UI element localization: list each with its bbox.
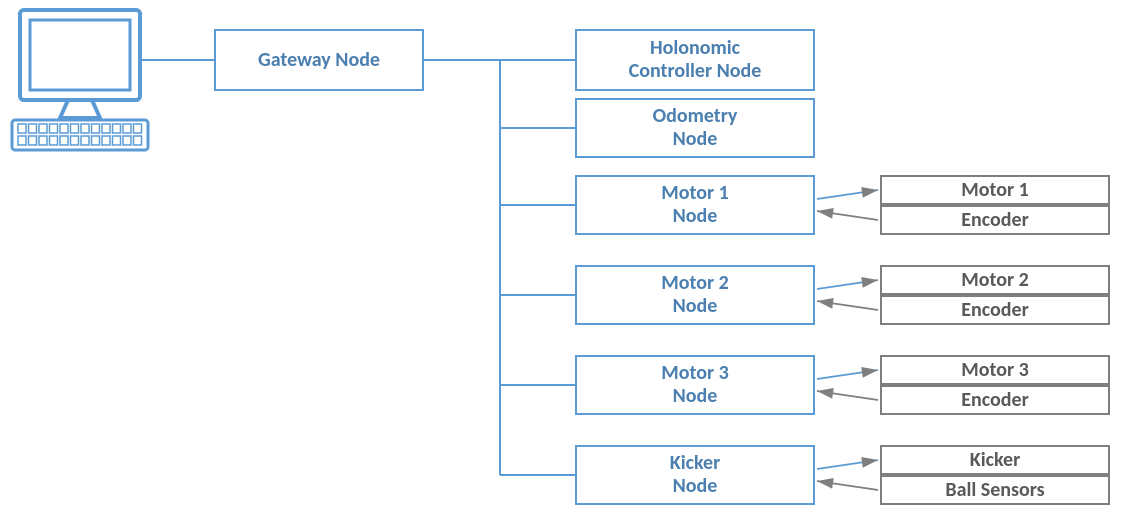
hw-1-top: Motor 2 — [880, 265, 1110, 295]
kicker-node: KickerNode — [575, 445, 815, 505]
hw-3-bottom: Ball Sensors — [880, 475, 1110, 505]
hw-2-top: Motor 3 — [880, 355, 1110, 385]
hw-0-bottom: Encoder — [880, 205, 1110, 235]
motor1-node: Motor 1Node — [575, 175, 815, 235]
hw-3-top: Kicker — [880, 445, 1110, 475]
holonomic-node: HolonomicController Node — [575, 29, 815, 91]
computer-icon — [12, 10, 148, 150]
hw-2-bottom: Encoder — [880, 385, 1110, 415]
motor3-node: Motor 3Node — [575, 355, 815, 415]
gateway-node: Gateway Node — [214, 29, 424, 91]
odometry-node: OdometryNode — [575, 98, 815, 158]
motor2-node: Motor 2Node — [575, 265, 815, 325]
hw-1-bottom: Encoder — [880, 295, 1110, 325]
hw-0-top: Motor 1 — [880, 175, 1110, 205]
